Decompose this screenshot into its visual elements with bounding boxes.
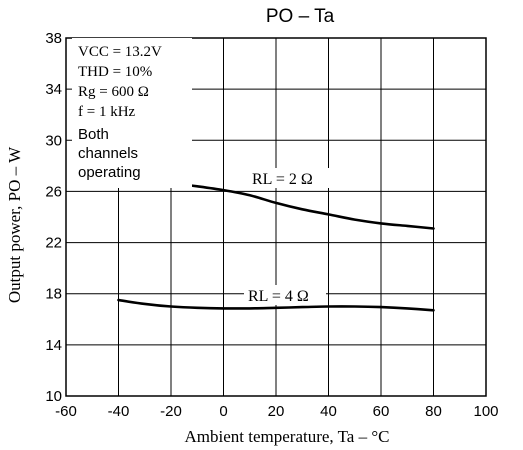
x-tick-label: 40 <box>320 403 337 420</box>
y-tick-label: 10 <box>45 388 62 405</box>
series-layer <box>117 183 435 312</box>
plot-frame <box>65 37 487 397</box>
condition-operating: operating <box>78 164 141 181</box>
series-line-rl2 <box>182 183 435 230</box>
y-tick-label: 26 <box>45 183 62 200</box>
x-tick-label: 0 <box>219 403 227 420</box>
x-tick-label: 20 <box>268 403 285 420</box>
tick-labels: -60 -40 -20 0 20 40 60 80 100 10 14 18 22 26 30 34 38 <box>45 30 498 420</box>
x-tick-label: 80 <box>425 403 442 420</box>
condition-both: Both <box>78 126 109 143</box>
condition-vcc: VCC = 13.2V <box>78 44 162 60</box>
series-labels: RL = 2 Ω RL = 4 Ω <box>244 168 330 305</box>
y-tick-label: 30 <box>45 132 62 149</box>
y-tick-label: 14 <box>45 337 62 354</box>
condition-rg: Rg = 600 Ω <box>78 84 149 100</box>
x-tick-label: -60 <box>55 403 77 420</box>
series-label-rl4: RL = 4 Ω <box>248 288 309 305</box>
x-tick-label: -20 <box>160 403 182 420</box>
series-label-backdrop-rl4 <box>244 285 326 305</box>
condition-channels: channels <box>78 145 138 162</box>
chart-title: PO – Ta <box>266 6 335 27</box>
y-tick-label: 38 <box>45 30 62 47</box>
y-tick-label: 22 <box>45 235 62 252</box>
y-tick-label: 34 <box>45 81 62 98</box>
y-tick-label: 18 <box>45 286 62 303</box>
conditions-backdrop <box>72 38 192 188</box>
x-tick-label: 60 <box>373 403 390 420</box>
series-label-rl2: RL = 2 Ω <box>252 171 313 188</box>
condition-f: f = 1 kHz <box>78 104 136 120</box>
x-tick-label: -40 <box>108 403 130 420</box>
x-tick-label: 100 <box>473 403 498 420</box>
y-axis-label: Output power, PO – W <box>5 146 24 303</box>
test-conditions: VCC = 13.2V THD = 10% Rg = 600 Ω f = 1 k… <box>72 38 192 188</box>
condition-thd: THD = 10% <box>78 64 152 80</box>
series-label-backdrop-rl2 <box>248 168 330 188</box>
x-axis-label: Ambient temperature, Ta – °C <box>185 427 390 446</box>
series-line-rl4 <box>117 298 435 312</box>
